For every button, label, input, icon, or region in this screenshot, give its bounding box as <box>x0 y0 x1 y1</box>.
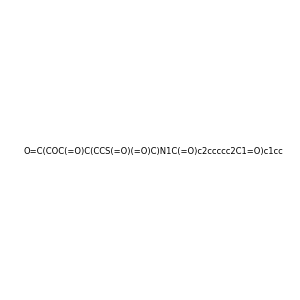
Text: O=C(COC(=O)C(CCS(=O)(=O)C)N1C(=O)c2ccccc2C1=O)c1cc: O=C(COC(=O)C(CCS(=O)(=O)C)N1C(=O)c2ccccc… <box>24 147 284 156</box>
